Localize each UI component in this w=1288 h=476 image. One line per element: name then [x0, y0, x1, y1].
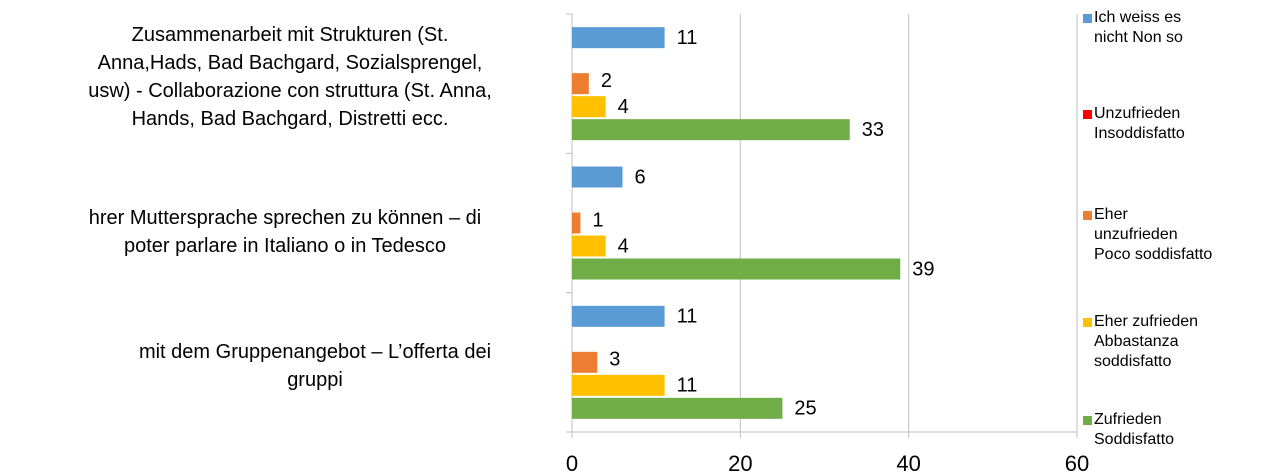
data-label: 3 — [609, 349, 620, 371]
legend-label: Eher zufrieden Abbastanza soddisfatto — [1094, 313, 1199, 370]
legend-swatch — [1083, 416, 1092, 425]
data-label: 1 — [592, 209, 603, 231]
data-label: 6 — [635, 166, 646, 188]
data-label: 11 — [677, 27, 698, 49]
bar — [572, 212, 581, 234]
data-label: 11 — [677, 375, 698, 397]
data-label: 4 — [618, 235, 629, 257]
data-label: 25 — [794, 398, 816, 420]
data-label: 4 — [618, 96, 629, 118]
category-label: mit dem Gruppenangebot – L’offerta dei g… — [138, 341, 492, 391]
bar — [572, 397, 783, 419]
bar — [572, 258, 901, 280]
x-tick-label: 40 — [896, 451, 920, 476]
bar — [572, 96, 606, 118]
bar — [572, 374, 665, 396]
legend-label: Zufrieden Soddisfatto — [1094, 411, 1175, 448]
bar — [572, 119, 850, 141]
data-label: 11 — [677, 306, 698, 328]
bar — [572, 27, 665, 49]
category-label: hrer Muttersprache sprechen zu können – … — [88, 207, 482, 257]
legend-swatch — [1083, 110, 1092, 119]
data-label: 33 — [862, 119, 884, 141]
legend-label: Eher unzufrieden Poco soddisfatto — [1094, 206, 1213, 263]
x-tick-label: 60 — [1065, 451, 1089, 476]
category-label: Zusammenarbeit mit Strukturen (St. Anna,… — [88, 24, 492, 130]
legend-label: Ich weiss es nicht Non so — [1094, 9, 1183, 46]
legend-swatch — [1083, 318, 1092, 327]
x-tick-label: 0 — [566, 451, 578, 476]
legend-swatch — [1083, 14, 1092, 23]
legend-label: Unzufrieden Insoddisfatto — [1094, 105, 1185, 142]
data-label: 39 — [912, 258, 934, 280]
bar — [572, 235, 606, 257]
x-tick-label: 20 — [728, 451, 752, 476]
bar — [572, 351, 598, 373]
data-label: 2 — [601, 70, 612, 92]
legend-swatch — [1083, 211, 1092, 220]
bar — [572, 73, 589, 95]
bar — [572, 305, 665, 327]
bar — [572, 166, 623, 188]
